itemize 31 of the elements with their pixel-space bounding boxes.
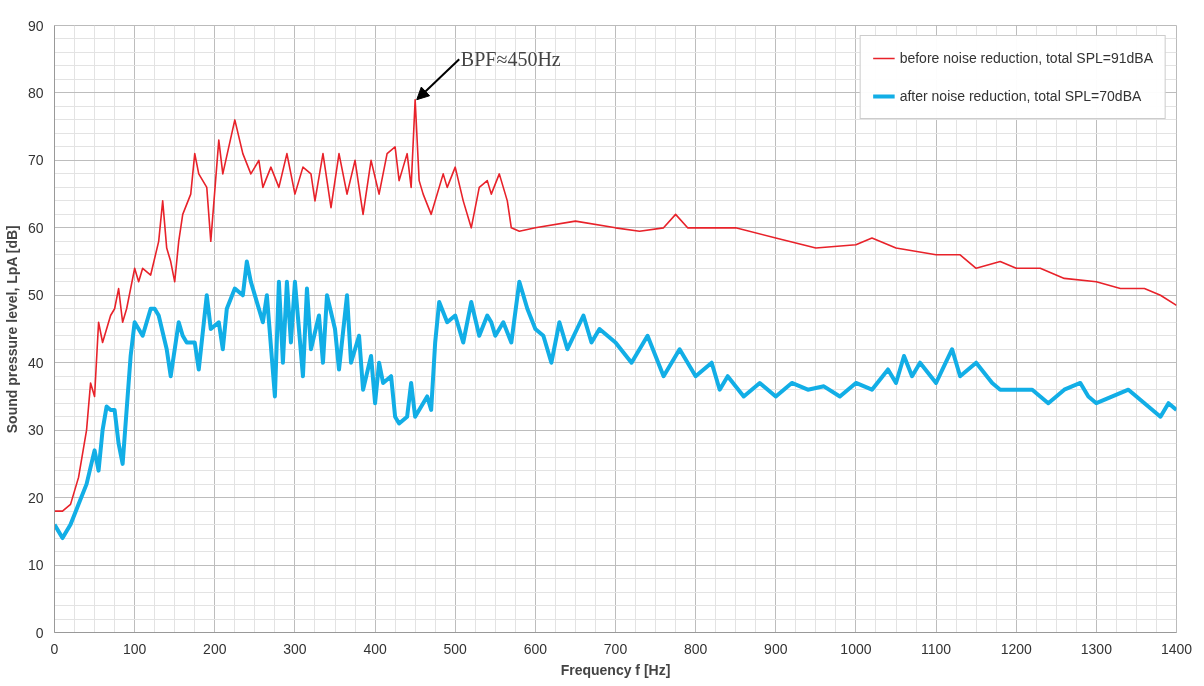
- x-tick-label: 1300: [1080, 640, 1113, 657]
- y-tick-label: 30: [27, 422, 44, 439]
- y-tick-label: 70: [27, 152, 44, 169]
- x-tick-label: 400: [363, 640, 387, 657]
- x-tick-label: 500: [443, 640, 468, 657]
- x-tick-label: 1000: [840, 640, 872, 657]
- legend-label: after noise reduction, total SPL=70dBA: [899, 88, 1142, 104]
- x-tick-label: 900: [764, 640, 788, 657]
- y-tick-label: 0: [35, 624, 44, 641]
- x-tick-label: 1400: [1160, 640, 1193, 657]
- y-tick-label: 50: [27, 287, 44, 304]
- y-tick-label: 60: [27, 219, 44, 236]
- x-tick-label: 300: [283, 640, 307, 657]
- y-axis-title: Sound pressure level, LpA [dB]: [3, 225, 20, 434]
- x-tick-label: 700: [603, 640, 628, 657]
- x-tick-label: 1200: [1000, 640, 1032, 657]
- y-tick-label: 80: [27, 84, 44, 101]
- x-tick-label: 600: [523, 640, 548, 657]
- y-tick-label: 10: [27, 557, 44, 574]
- line-series: [54, 259, 1177, 541]
- y-tick-label: 90: [27, 17, 44, 34]
- y-tick-label: 40: [27, 354, 44, 371]
- annotation: BPF≈450Hz: [460, 48, 561, 71]
- x-tick-label: 800: [683, 640, 708, 657]
- x-tick-label: 100: [122, 640, 147, 657]
- x-tick-label: 1100: [921, 640, 952, 657]
- x-tick-label: 0: [50, 640, 59, 657]
- legend-label: before noise reduction, total SPL=91dBA: [899, 50, 1153, 66]
- x-tick-label: 200: [203, 640, 227, 657]
- x-axis-title: Frequency f [Hz]: [560, 661, 671, 678]
- y-tick-label: 20: [27, 489, 44, 506]
